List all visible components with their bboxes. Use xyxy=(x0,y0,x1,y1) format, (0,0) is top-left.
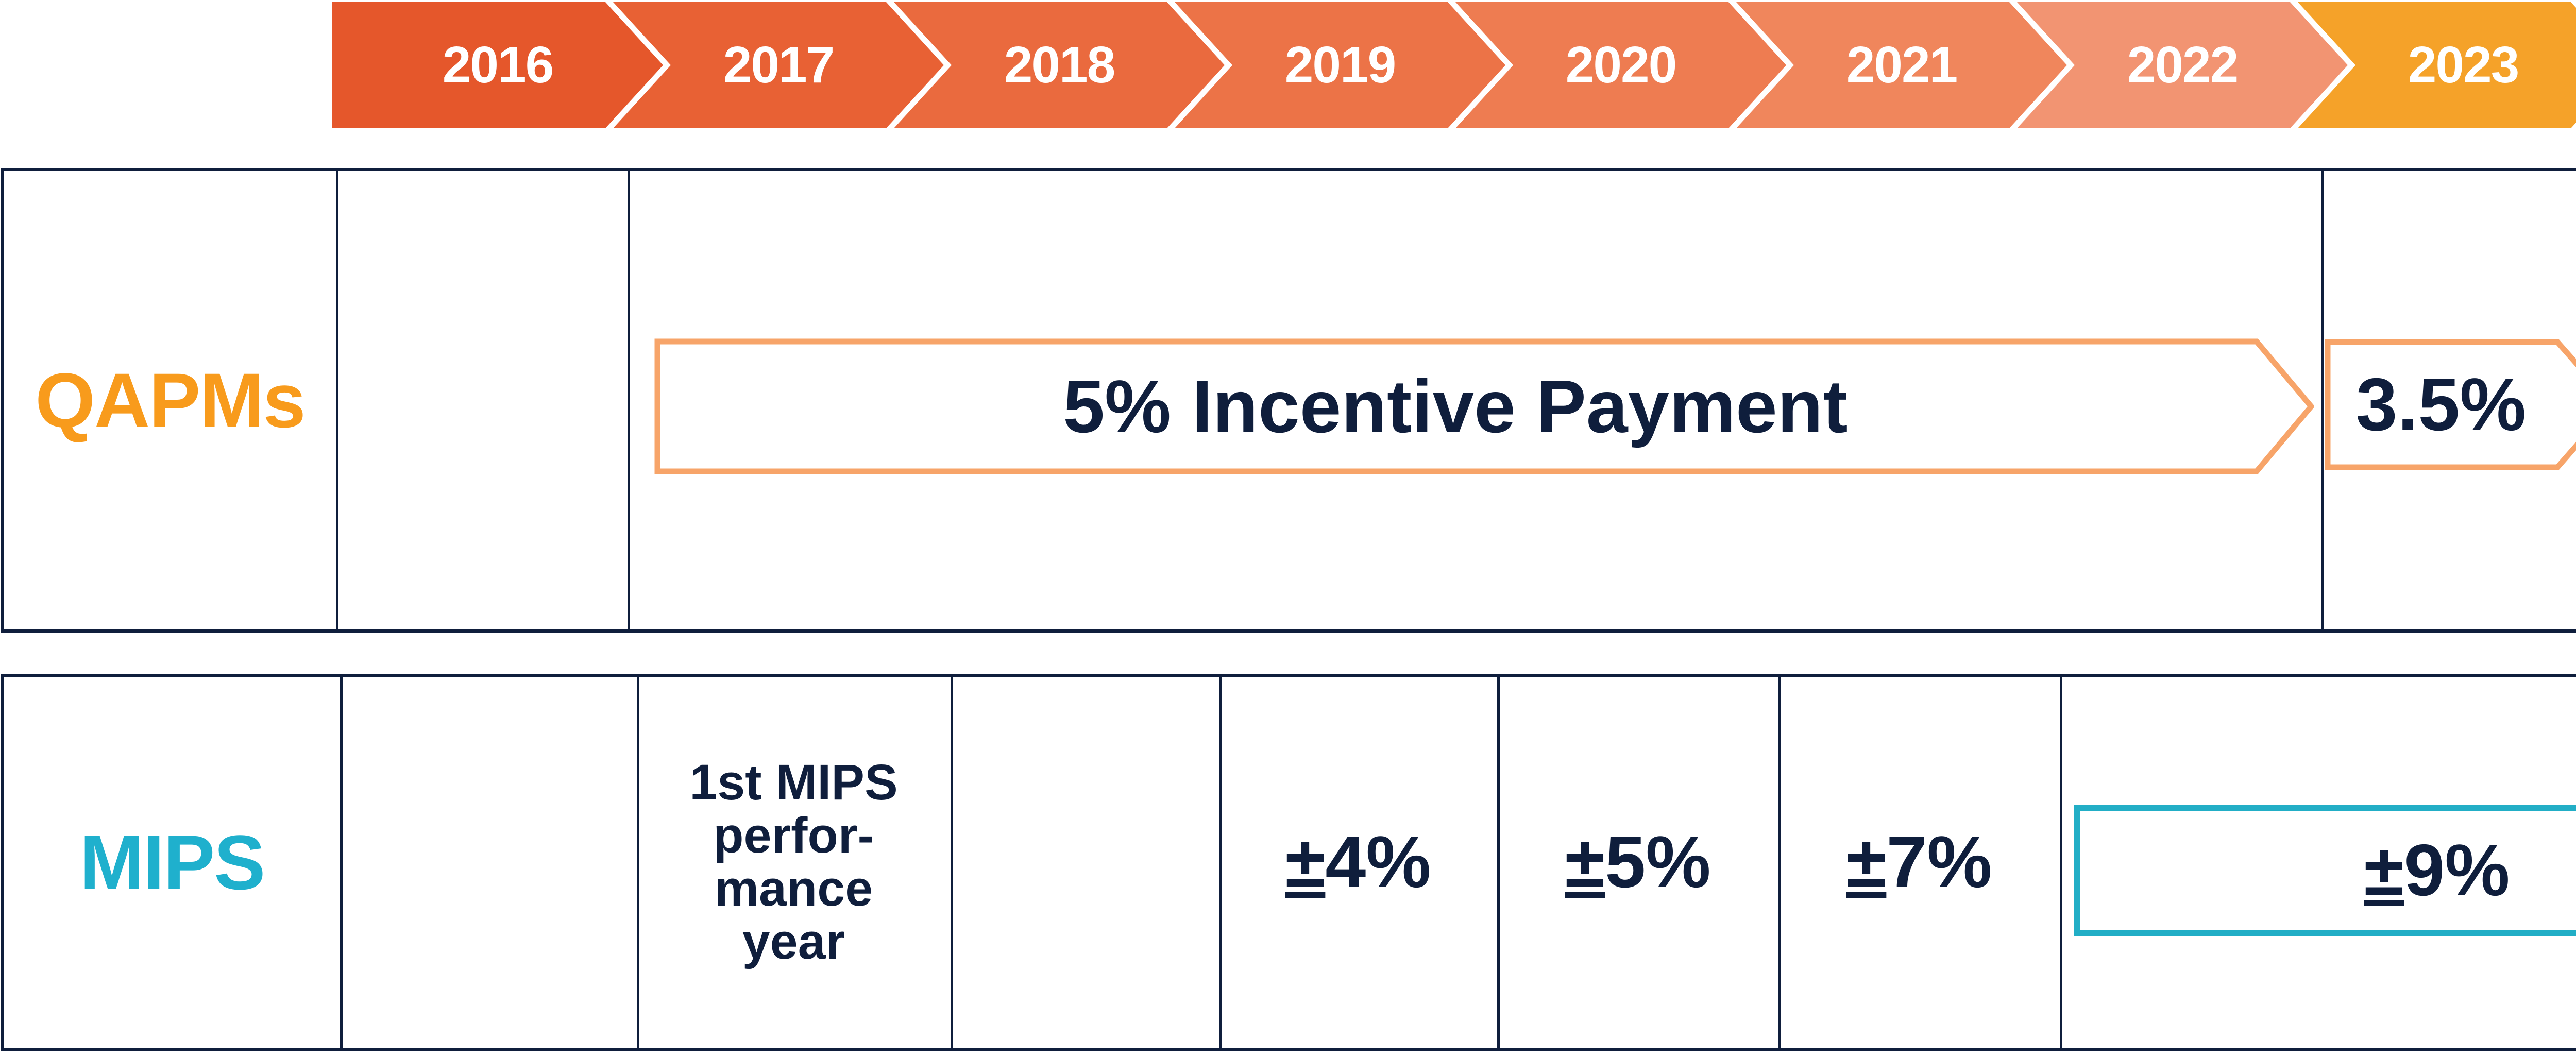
year-label: 2020 xyxy=(1565,36,1677,94)
mips-divider-3 xyxy=(951,677,953,1048)
year-chevron-2019: 2019 xyxy=(1175,2,1505,128)
year-label: 2016 xyxy=(442,36,554,94)
mips-2020-adjustment: ±5% xyxy=(1497,677,1778,1048)
qapms-row-label: QAPMs xyxy=(35,356,306,444)
year-label: 2017 xyxy=(723,36,835,94)
year-label: 2019 xyxy=(1284,36,1396,94)
mips-9pct-arrow-shape xyxy=(2074,805,2576,936)
qapms-divider-2 xyxy=(628,171,630,629)
year-label: 2023 xyxy=(2408,36,2519,94)
mips-2017-note: 1st MIPS perfor- mance year xyxy=(689,754,898,969)
mips-divider-6 xyxy=(1778,677,1781,1048)
mips-row-label: MIPS xyxy=(79,819,266,906)
plus-minus-sign: ± xyxy=(1846,821,1887,903)
adjustment-value: 5% xyxy=(1605,821,1711,903)
incentive-arrow-label: 5% Incentive Payment xyxy=(1063,364,1848,448)
year-label: 2022 xyxy=(2127,36,2239,94)
qapms-divider-1 xyxy=(336,171,338,629)
mips-table: MIPS 1st MIPS perfor- mance year ±4% ±5%… xyxy=(1,674,2576,1051)
mips-divider-7 xyxy=(2060,677,2062,1048)
incentive-arrow-shape xyxy=(654,338,2314,474)
qapms-divider-3 xyxy=(2321,171,2324,629)
adjustment-value: 9% xyxy=(2404,829,2510,911)
qapms-incentive-arrow: 5% Incentive Payment xyxy=(654,338,2314,474)
qapms-2023-arrow-shape xyxy=(2325,339,2576,470)
qapms-table: QAPMs 5% Incentive Payment 3.5% 0.75% fo… xyxy=(1,168,2576,633)
year-chevron-2023: 2023 xyxy=(2298,2,2576,128)
mips-divider-5 xyxy=(1497,677,1500,1048)
mips-divider-4 xyxy=(1219,677,1222,1048)
mips-9pct-arrow-label: ±9% xyxy=(2074,805,2576,936)
mips-2019-adjustment: ±4% xyxy=(1219,677,1497,1048)
plus-minus-sign: ± xyxy=(2364,829,2404,911)
year-chevron-2016: 2016 xyxy=(332,2,663,128)
adjustment-value: 7% xyxy=(1886,821,1992,903)
mips-divider-2 xyxy=(637,677,639,1048)
mips-divider-1 xyxy=(340,677,343,1048)
year-label: 2021 xyxy=(1846,36,1958,94)
qapms-2023-arrow: 3.5% xyxy=(2325,339,2576,470)
qapms-2023-arrow-label: 3.5% xyxy=(2355,363,2527,446)
plus-minus-sign: ± xyxy=(1565,821,1605,903)
year-label: 2018 xyxy=(1004,36,1115,94)
plus-minus-sign: ± xyxy=(1285,821,1326,903)
mips-2021-adjustment: ±7% xyxy=(1778,677,2060,1048)
mips-9pct-arrow: ±9% xyxy=(2074,805,2576,936)
adjustment-value: 4% xyxy=(1325,821,1431,903)
